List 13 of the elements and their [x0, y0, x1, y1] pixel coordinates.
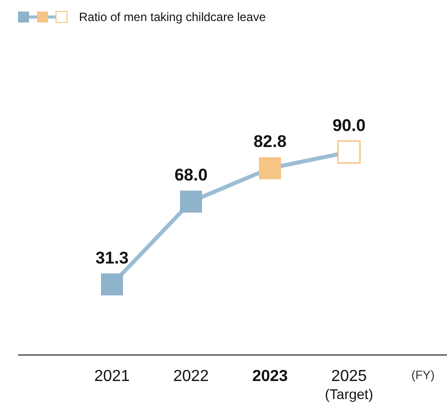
- data-label: 68.0: [174, 166, 208, 185]
- point: [259, 157, 281, 180]
- data-label: 90.0: [332, 116, 366, 135]
- data-label: 31.3: [95, 248, 129, 268]
- x-tick-label: 2022: [173, 368, 209, 385]
- x-tick-label: 2025 (Target): [324, 368, 374, 402]
- x-tick-label: 2021: [94, 368, 130, 385]
- data-label: 82.8: [253, 132, 287, 152]
- point: [101, 273, 123, 296]
- point: [180, 190, 202, 213]
- legend-label: Ratio of men taking childcare leave: [79, 10, 266, 24]
- x-axis-title: (FY): [411, 368, 435, 382]
- x-tick-label: 2023: [252, 368, 288, 385]
